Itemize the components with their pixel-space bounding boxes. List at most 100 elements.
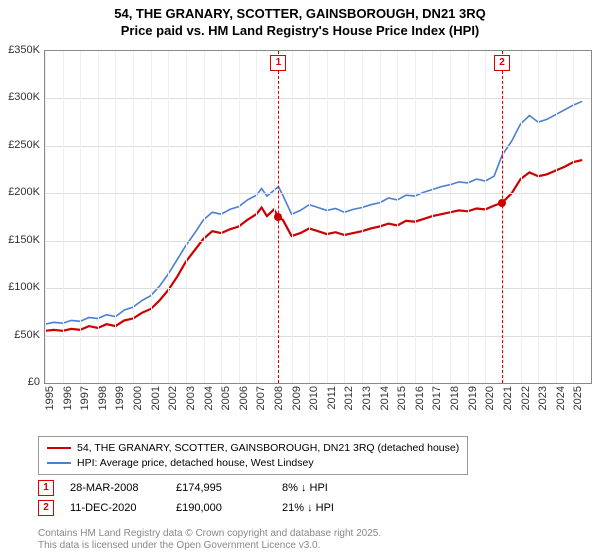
plot-area: 12 bbox=[44, 50, 592, 384]
gridline-vertical bbox=[397, 51, 398, 383]
gridline-horizontal bbox=[45, 98, 591, 99]
x-tick-label: 2002 bbox=[167, 386, 179, 416]
footer-attribution: Contains HM Land Registry data © Crown c… bbox=[38, 528, 381, 552]
gridline-vertical bbox=[538, 51, 539, 383]
gridline-vertical bbox=[239, 51, 240, 383]
gridline-vertical bbox=[362, 51, 363, 383]
x-tick-label: 1995 bbox=[44, 386, 56, 416]
footer-line-2: This data is licensed under the Open Gov… bbox=[38, 540, 381, 552]
x-tick-label: 2011 bbox=[326, 386, 338, 416]
marker-box: 2 bbox=[494, 55, 510, 71]
x-tick-label: 2016 bbox=[414, 386, 426, 416]
x-tick-label: 2019 bbox=[467, 386, 479, 416]
table-row: 1 28-MAR-2008 £174,995 8% ↓ HPI bbox=[38, 480, 372, 496]
x-tick-label: 2009 bbox=[291, 386, 303, 416]
table-row: 2 11-DEC-2020 £190,000 21% ↓ HPI bbox=[38, 500, 372, 516]
x-tick-label: 2000 bbox=[132, 386, 144, 416]
x-tick-label: 2010 bbox=[308, 386, 320, 416]
gridline-vertical bbox=[380, 51, 381, 383]
gridline-vertical bbox=[292, 51, 293, 383]
gridline-horizontal bbox=[45, 193, 591, 194]
table-cell-diff: 8% ↓ HPI bbox=[282, 482, 372, 494]
gridline-vertical bbox=[521, 51, 522, 383]
gridline-vertical bbox=[98, 51, 99, 383]
x-tick-label: 2025 bbox=[572, 386, 584, 416]
gridline-vertical bbox=[168, 51, 169, 383]
y-tick-label: £0 bbox=[0, 376, 40, 388]
chart-container: 54, THE GRANARY, SCOTTER, GAINSBOROUGH, … bbox=[0, 0, 600, 560]
legend-swatch bbox=[47, 447, 71, 449]
x-tick-label: 2012 bbox=[343, 386, 355, 416]
legend-swatch bbox=[47, 462, 71, 464]
chart-title-block: 54, THE GRANARY, SCOTTER, GAINSBOROUGH, … bbox=[0, 0, 600, 40]
marker-box: 1 bbox=[270, 55, 286, 71]
gridline-vertical bbox=[309, 51, 310, 383]
table-cell-date: 11-DEC-2020 bbox=[70, 502, 160, 514]
table-marker-badge: 1 bbox=[38, 480, 54, 496]
x-tick-label: 2014 bbox=[379, 386, 391, 416]
title-line-2: Price paid vs. HM Land Registry's House … bbox=[0, 23, 600, 40]
x-tick-label: 1998 bbox=[97, 386, 109, 416]
marker-dot bbox=[498, 199, 506, 207]
gridline-vertical bbox=[415, 51, 416, 383]
x-tick-label: 2020 bbox=[484, 386, 496, 416]
y-tick-label: £50K bbox=[0, 329, 40, 341]
x-tick-label: 2007 bbox=[255, 386, 267, 416]
x-tick-label: 2001 bbox=[150, 386, 162, 416]
y-tick-label: £200K bbox=[0, 186, 40, 198]
gridline-vertical bbox=[63, 51, 64, 383]
gridline-vertical bbox=[133, 51, 134, 383]
gridline-vertical bbox=[151, 51, 152, 383]
table-cell-date: 28-MAR-2008 bbox=[70, 482, 160, 494]
gridline-vertical bbox=[204, 51, 205, 383]
gridline-vertical bbox=[485, 51, 486, 383]
x-tick-label: 1996 bbox=[62, 386, 74, 416]
gridline-vertical bbox=[450, 51, 451, 383]
legend-label: 54, THE GRANARY, SCOTTER, GAINSBOROUGH, … bbox=[77, 441, 459, 456]
x-tick-label: 2018 bbox=[449, 386, 461, 416]
title-line-1: 54, THE GRANARY, SCOTTER, GAINSBOROUGH, … bbox=[0, 6, 600, 23]
gridline-horizontal bbox=[45, 146, 591, 147]
gridline-vertical bbox=[327, 51, 328, 383]
footer-line-1: Contains HM Land Registry data © Crown c… bbox=[38, 528, 381, 540]
table-cell-price: £190,000 bbox=[176, 502, 266, 514]
chart-area: £0£50K£100K£150K£200K£250K£300K£350K 12 … bbox=[0, 46, 600, 426]
x-tick-label: 2004 bbox=[203, 386, 215, 416]
y-tick-label: £100K bbox=[0, 281, 40, 293]
y-tick-label: £300K bbox=[0, 91, 40, 103]
x-tick-label: 1997 bbox=[79, 386, 91, 416]
x-tick-label: 2008 bbox=[273, 386, 285, 416]
gridline-vertical bbox=[503, 51, 504, 383]
gridline-vertical bbox=[186, 51, 187, 383]
gridline-vertical bbox=[221, 51, 222, 383]
gridline-vertical bbox=[432, 51, 433, 383]
legend-label: HPI: Average price, detached house, West… bbox=[77, 456, 314, 471]
gridline-horizontal bbox=[45, 336, 591, 337]
x-tick-label: 2006 bbox=[238, 386, 250, 416]
x-tick-label: 2022 bbox=[520, 386, 532, 416]
gridline-vertical bbox=[80, 51, 81, 383]
table-marker-badge: 2 bbox=[38, 500, 54, 516]
gridline-vertical bbox=[573, 51, 574, 383]
gridline-vertical bbox=[45, 51, 46, 383]
x-tick-label: 2024 bbox=[555, 386, 567, 416]
y-tick-label: £150K bbox=[0, 234, 40, 246]
x-tick-label: 2017 bbox=[431, 386, 443, 416]
table-cell-diff: 21% ↓ HPI bbox=[282, 502, 372, 514]
gridline-vertical bbox=[556, 51, 557, 383]
x-tick-label: 2005 bbox=[220, 386, 232, 416]
gridline-horizontal bbox=[45, 241, 591, 242]
legend-item: 54, THE GRANARY, SCOTTER, GAINSBOROUGH, … bbox=[47, 441, 459, 456]
x-tick-label: 2003 bbox=[185, 386, 197, 416]
marker-dot bbox=[274, 213, 282, 221]
x-tick-label: 1999 bbox=[114, 386, 126, 416]
y-tick-label: £250K bbox=[0, 139, 40, 151]
gridline-vertical bbox=[256, 51, 257, 383]
gridline-vertical bbox=[115, 51, 116, 383]
gridline-vertical bbox=[468, 51, 469, 383]
x-tick-label: 2013 bbox=[361, 386, 373, 416]
line-chart-svg bbox=[45, 51, 591, 383]
marker-line bbox=[502, 51, 503, 383]
table-cell-price: £174,995 bbox=[176, 482, 266, 494]
legend-item: HPI: Average price, detached house, West… bbox=[47, 456, 459, 471]
